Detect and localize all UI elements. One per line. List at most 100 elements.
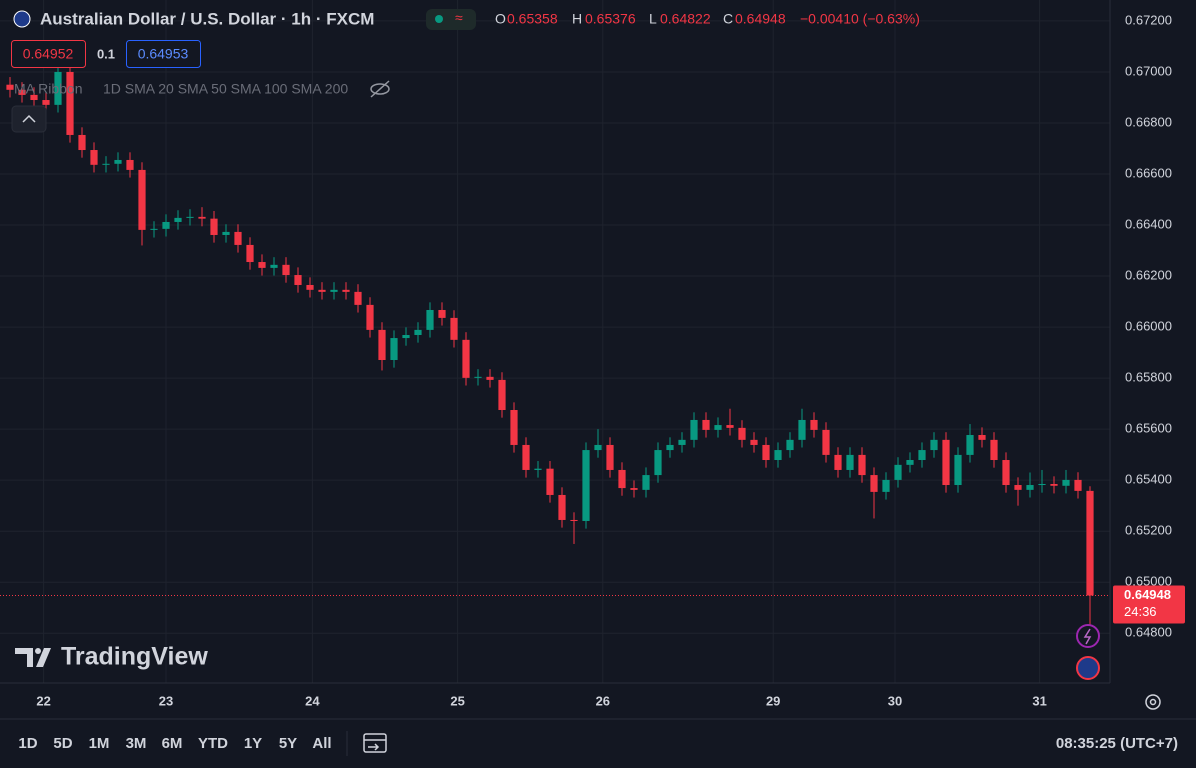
candle-body [1038,483,1046,486]
candle-body [246,244,254,263]
sell-button[interactable] [11,40,86,68]
price-label: 0.65600 [1125,421,1172,436]
logo-dot [35,648,41,654]
buy-button[interactable] [126,40,201,68]
candle-body [270,264,278,268]
collapse-button[interactable] [11,105,47,133]
candle-body [138,169,146,230]
hide-icon[interactable] [370,80,390,98]
open-letter: O [495,11,506,27]
candle-body [726,425,734,428]
range-button[interactable]: 3M [126,735,147,752]
logo-icon [15,648,51,667]
candles [0,56,1110,628]
range-button[interactable]: 6M [162,735,183,752]
candle-body [846,454,854,470]
candle-body [1002,460,1010,486]
range-button[interactable]: 5Y [279,735,297,752]
candle-body [234,231,242,245]
time-label: 26 [596,693,610,708]
candle-body [342,289,350,292]
candle-body [30,94,38,101]
candle-body [690,419,698,440]
candle-body [54,71,62,105]
candle-body [702,419,710,430]
candle-body [798,419,806,440]
close-value: 0.64948 [735,11,786,27]
candle-body [318,289,326,292]
settings-icon[interactable] [1145,694,1161,710]
alert-icon[interactable] [1076,624,1100,648]
candle-body [282,264,290,276]
candle-body [330,289,338,292]
price-label: 0.66600 [1125,165,1172,180]
candle-body [834,454,842,470]
candle-body [858,454,866,476]
candle-body [186,216,194,218]
candle-body [78,134,86,151]
candle-body [450,317,458,340]
candle-body [882,479,890,492]
candle-body [762,444,770,461]
candle-body [870,475,878,492]
indicator-name[interactable]: MA Ribbon [14,81,82,97]
range-button[interactable]: 1Y [244,735,262,752]
range-button[interactable]: 5D [53,735,72,752]
candle-body [462,339,470,378]
candle-body [42,100,50,105]
time-label: 23 [159,693,173,708]
price-label: 0.64800 [1125,625,1172,640]
candle-body [486,376,494,380]
grid [0,0,1110,683]
candle-body [1074,479,1082,491]
candle-body [558,494,566,520]
candle-body [810,419,818,430]
candle-body [942,439,950,486]
candle-body [162,221,170,229]
candle-body [822,429,830,455]
candle-body [618,469,626,489]
symbol-title[interactable]: Australian Dollar / U.S. Dollar · 1h · F… [40,9,374,28]
candle-body [174,217,182,222]
candle-body [498,379,506,411]
order-size[interactable]: 0.1 [97,46,115,61]
price-label: 0.66000 [1125,319,1172,334]
date-range-icon[interactable] [363,733,387,753]
time-label: 31 [1032,693,1046,708]
open-value: 0.65358 [507,11,558,27]
candle-body [6,84,14,90]
candle-body [654,450,662,476]
indicator-params: 1D SMA 20 SMA 50 SMA 100 SMA 200 [103,81,348,97]
candle-body [678,439,686,445]
candle-body [1062,479,1070,486]
range-button[interactable]: 1D [18,735,37,752]
candle-body [522,444,530,470]
candle-body [210,218,218,235]
candle-body [378,329,386,360]
event-flag[interactable] [1076,656,1100,680]
price-label: 0.66400 [1125,216,1172,231]
price-label: 0.66800 [1125,114,1172,129]
price-label: 0.67200 [1125,12,1172,27]
wave-icon: ≈ [455,10,463,26]
candle-body [126,159,134,170]
status-pill[interactable] [426,9,476,30]
candle-body [222,231,230,235]
market-dot [435,15,443,23]
sell-price: 0.64952 [23,46,74,62]
candle-body [306,284,314,290]
price-label: 0.65400 [1125,472,1172,487]
candle-body [354,291,362,305]
range-button[interactable]: All [312,735,331,752]
candle-body [570,519,578,521]
low-letter: L [649,11,657,27]
range-button[interactable]: 1M [89,735,110,752]
candle-body [918,450,926,461]
candle-body [390,338,398,360]
clock[interactable]: 08:35:25 (UTC+7) [1056,735,1178,752]
candle-body [582,450,590,521]
range-button[interactable]: YTD [198,735,228,752]
high-letter: H [572,11,582,27]
candle-body [750,439,758,445]
